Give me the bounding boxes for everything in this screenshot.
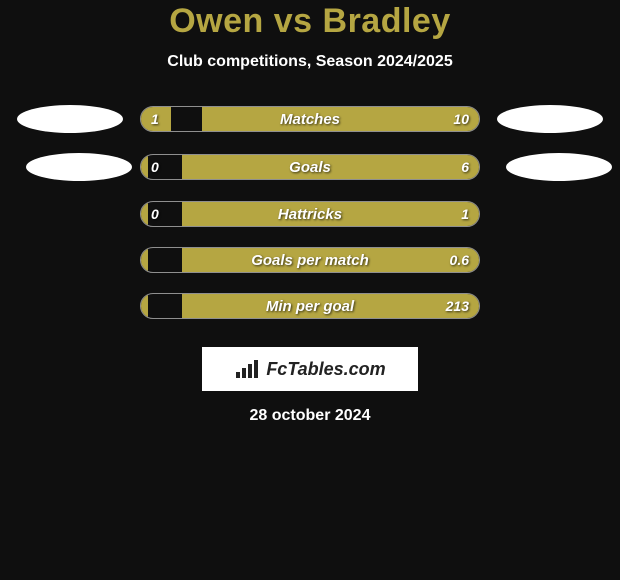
brand-inner: FcTables.com: [234, 358, 385, 380]
stat-label: Goals: [141, 155, 479, 179]
player-badge-left: [17, 105, 123, 133]
left-badge-slot: [0, 153, 140, 181]
stat-label: Matches: [141, 107, 479, 131]
player-badge-right: [506, 153, 612, 181]
date-text: 28 october 2024: [250, 407, 371, 425]
comparison-infographic: Owen vs Bradley Club competitions, Seaso…: [0, 0, 620, 425]
stat-value-right: 0.6: [450, 248, 469, 272]
page-subtitle: Club competitions, Season 2024/2025: [167, 53, 452, 71]
page-title: Owen vs Bradley: [169, 2, 451, 41]
stat-value-right: 6: [461, 155, 469, 179]
brand-text: FcTables.com: [266, 359, 385, 380]
player-badge-right: [497, 105, 603, 133]
left-badge-slot: [0, 105, 140, 133]
stat-value-right: 1: [461, 202, 469, 226]
stat-label: Goals per match: [141, 248, 479, 272]
stat-value-right: 213: [446, 294, 469, 318]
stat-row-goals-per-match: Goals per match 0.6: [0, 247, 620, 273]
stat-row-matches: 1 Matches 10: [0, 105, 620, 133]
chart-icon: [234, 358, 260, 380]
stat-bar: 1 Matches 10: [140, 106, 480, 132]
stat-row-hattricks: 0 Hattricks 1: [0, 201, 620, 227]
right-badge-slot: [480, 153, 620, 181]
brand-box: FcTables.com: [202, 347, 418, 391]
stat-bar: Min per goal 213: [140, 293, 480, 319]
stat-bar: 0 Goals 6: [140, 154, 480, 180]
stat-bar: Goals per match 0.6: [140, 247, 480, 273]
right-badge-slot: [480, 105, 620, 133]
stat-row-min-per-goal: Min per goal 213: [0, 293, 620, 319]
stat-label: Min per goal: [141, 294, 479, 318]
stat-label: Hattricks: [141, 202, 479, 226]
player-badge-left: [26, 153, 132, 181]
stat-bar: 0 Hattricks 1: [140, 201, 480, 227]
stat-row-goals: 0 Goals 6: [0, 153, 620, 181]
stat-value-right: 10: [453, 107, 469, 131]
